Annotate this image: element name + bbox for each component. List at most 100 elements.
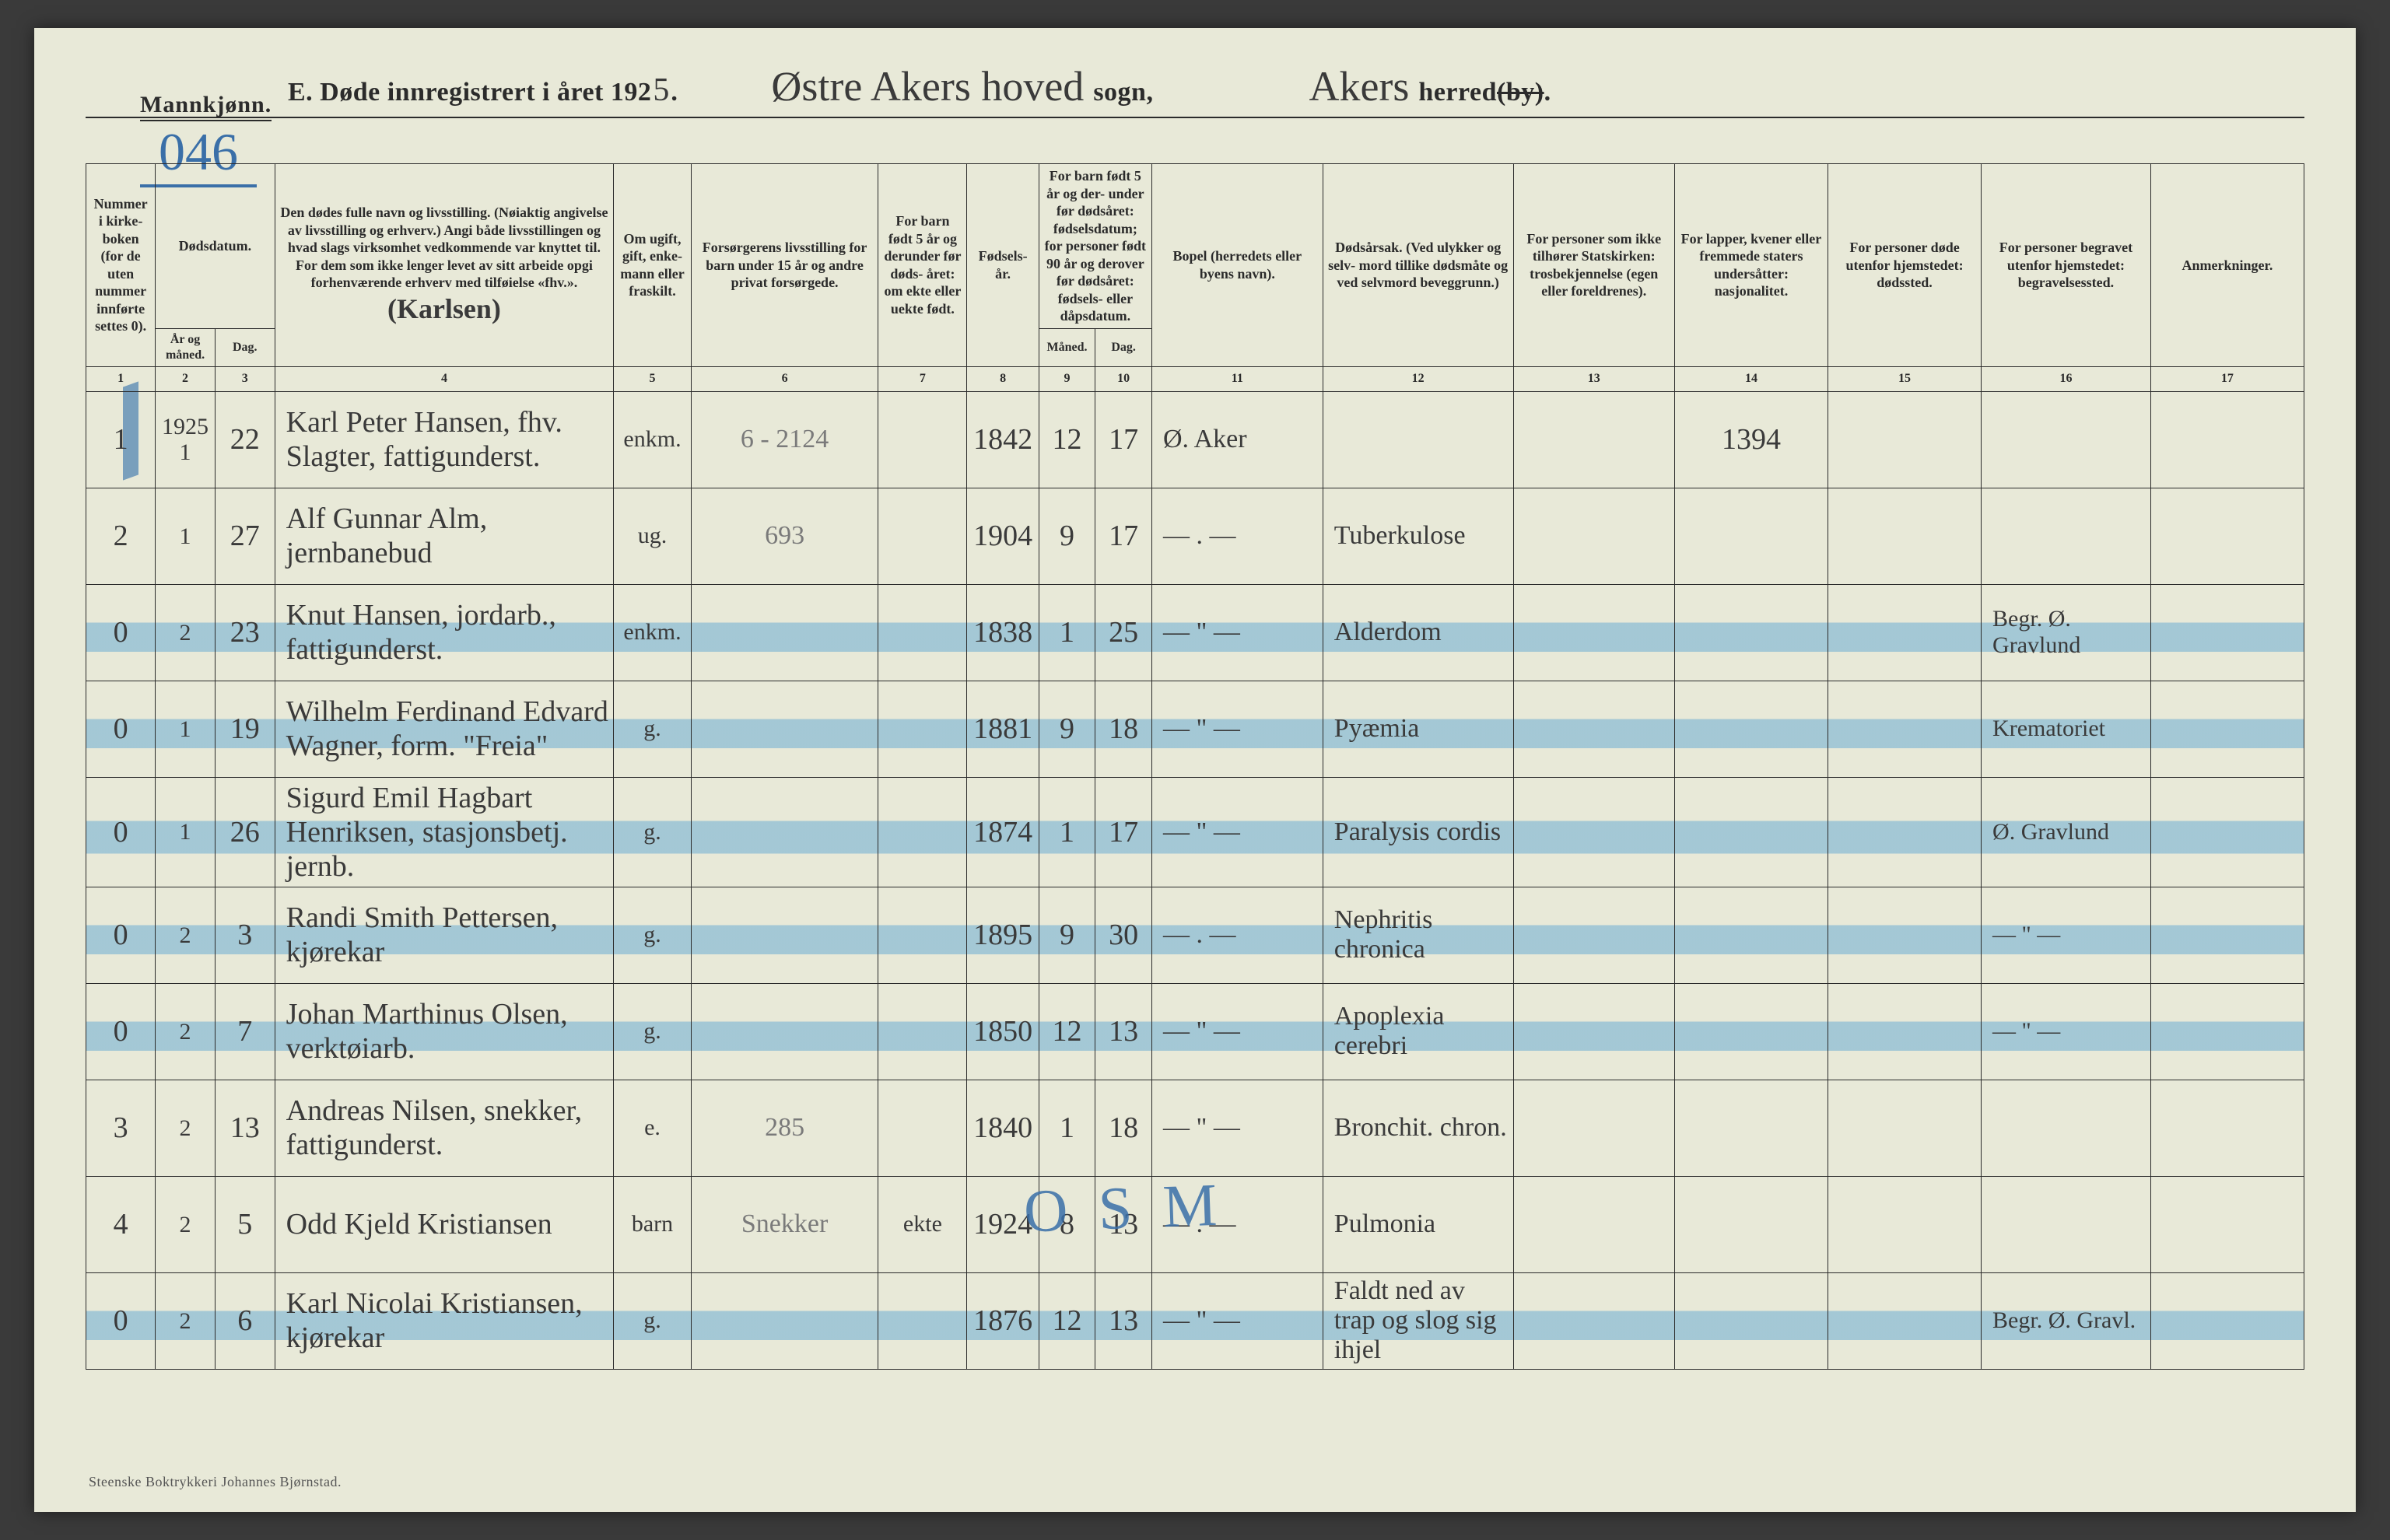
coln-13: 13	[1513, 366, 1674, 391]
cell-dd: 13	[1095, 983, 1152, 1080]
cell-c7	[878, 1272, 967, 1369]
cell-n: 0	[86, 1272, 156, 1369]
cell-cause: Alderdom	[1323, 584, 1513, 681]
cell-c14	[1674, 488, 1828, 584]
table-row: 0119Wilhelm Ferdinand Edvard Wagner, for…	[86, 681, 2304, 777]
table-row: 0223Knut Hansen, jordarb., fattigunderst…	[86, 584, 2304, 681]
cell-cause: Bronchit. chron.	[1323, 1080, 1513, 1176]
cell-n: 4	[86, 1176, 156, 1272]
herred-handwritten: Akers	[1309, 62, 1409, 110]
cell-name: Karl Nicolai Kristiansen, kjørekar	[275, 1272, 614, 1369]
cell-m: 12	[1039, 391, 1095, 488]
cell-c13	[1513, 1080, 1674, 1176]
cell-c17	[2150, 488, 2304, 584]
cell-stat: e.	[614, 1080, 692, 1176]
cell-cause: Nephritis chronica	[1323, 887, 1513, 983]
col-14: For lapper, kvener eller fremmede stater…	[1674, 164, 1828, 367]
cell-c16	[1982, 1080, 2151, 1176]
table-head: Nummer i kirke- boken (for de uten numme…	[86, 164, 2304, 392]
cell-fors	[691, 777, 878, 887]
cell-yr: 1840	[967, 1080, 1039, 1176]
cell-bopel: — " —	[1151, 777, 1323, 887]
cell-cause: Pyæmia	[1323, 681, 1513, 777]
cell-m: 1	[1039, 1080, 1095, 1176]
cell-c7	[878, 1080, 967, 1176]
coln-17: 17	[2150, 366, 2304, 391]
cell-fors	[691, 983, 878, 1080]
cell-cause	[1323, 391, 1513, 488]
cell-c13	[1513, 1176, 1674, 1272]
cell-m: 9	[1039, 681, 1095, 777]
col-5: Om ugift, gift, enke- mann eller fraskil…	[614, 164, 692, 367]
cell-c7	[878, 887, 967, 983]
table-row: 027Johan Marthinus Olsen, verktøiarb.g.1…	[86, 983, 2304, 1080]
cell-bopel: — . —	[1151, 488, 1323, 584]
cell-name: Alf Gunnar Alm, jernbanebud	[275, 488, 614, 584]
table-row: 023Randi Smith Pettersen, kjørekarg.1895…	[86, 887, 2304, 983]
cell-c15	[1828, 488, 1982, 584]
col-12: Dødsårsak. (Ved ulykker og selv- mord ti…	[1323, 164, 1513, 367]
label-mannkjonn: Mannkjønn.	[140, 92, 272, 121]
col-4-text: Den dødes fulle navn og livsstilling. (N…	[280, 205, 608, 290]
coln-14: 14	[1674, 366, 1828, 391]
cell-bopel: — " —	[1151, 1272, 1323, 1369]
cell-m: 1	[1039, 584, 1095, 681]
cell-n: 1	[86, 391, 156, 488]
cell-fors: 285	[691, 1080, 878, 1176]
cell-name: Odd Kjeld Kristiansen	[275, 1176, 614, 1272]
col-11: Bopel (herredets eller byens navn).	[1151, 164, 1323, 367]
cell-dd: 18	[1095, 1080, 1152, 1176]
cell-c17	[2150, 777, 2304, 887]
cell-bopel: — " —	[1151, 1080, 1323, 1176]
cell-fors	[691, 584, 878, 681]
cell-c16: Krematoriet	[1982, 681, 2151, 777]
col-7: For barn født 5 år og derunder før døds-…	[878, 164, 967, 367]
table-row: 026Karl Nicolai Kristiansen, kjørekarg. 1…	[86, 1272, 2304, 1369]
cell-n: 0	[86, 681, 156, 777]
cell-n: 0	[86, 983, 156, 1080]
cell-stat: enkm.	[614, 391, 692, 488]
cell-fors: 693	[691, 488, 878, 584]
cell-fors	[691, 887, 878, 983]
cell-cause: Tuberkulose	[1323, 488, 1513, 584]
cell-bopel: — . —	[1151, 887, 1323, 983]
cell-name: Wilhelm Ferdinand Edvard Wagner, form. "…	[275, 681, 614, 777]
cell-ym: 1	[156, 777, 216, 887]
cell-ym: 2	[156, 1080, 216, 1176]
col-2-3: Dødsdatum.	[156, 164, 275, 329]
coln-10: 10	[1095, 366, 1152, 391]
col-4: Den dødes fulle navn og livsstilling. (N…	[275, 164, 614, 367]
cell-c17	[2150, 887, 2304, 983]
cell-m: 1	[1039, 777, 1095, 887]
cell-c13	[1513, 887, 1674, 983]
cell-c16: — " —	[1982, 887, 2151, 983]
col-8: Fødsels- år.	[967, 164, 1039, 367]
col-1: Nummer i kirke- boken (for de uten numme…	[86, 164, 156, 367]
cell-c13	[1513, 777, 1674, 887]
cell-d: 6	[215, 1272, 275, 1369]
cell-dd: 25	[1095, 584, 1152, 681]
cell-ym: 2	[156, 1176, 216, 1272]
cell-yr: 1876	[967, 1272, 1039, 1369]
coln-6: 6	[691, 366, 878, 391]
cell-dd: 30	[1095, 887, 1152, 983]
header-row: E. Døde innregistrert i året 192 5 . Øst…	[86, 62, 2304, 118]
cell-c7	[878, 488, 967, 584]
cell-stat: g.	[614, 1272, 692, 1369]
cell-d: 13	[215, 1080, 275, 1176]
cell-stat: g.	[614, 681, 692, 777]
cell-c14	[1674, 1272, 1828, 1369]
coln-7: 7	[878, 366, 967, 391]
cell-c15	[1828, 887, 1982, 983]
cell-c16	[1982, 1176, 2151, 1272]
cell-stat: ug.	[614, 488, 692, 584]
year-suffix: 5	[653, 72, 669, 109]
cell-yr: 1850	[967, 983, 1039, 1080]
cell-m: 9	[1039, 488, 1095, 584]
col-16: For personer begravet utenfor hjemstedet…	[1982, 164, 2151, 367]
coln-8: 8	[967, 366, 1039, 391]
cell-c15	[1828, 1272, 1982, 1369]
footer-printer: Steenske Boktrykkeri Johannes Bjørnstad.	[89, 1474, 342, 1490]
cell-ym: 2	[156, 1272, 216, 1369]
coln-15: 15	[1828, 366, 1982, 391]
